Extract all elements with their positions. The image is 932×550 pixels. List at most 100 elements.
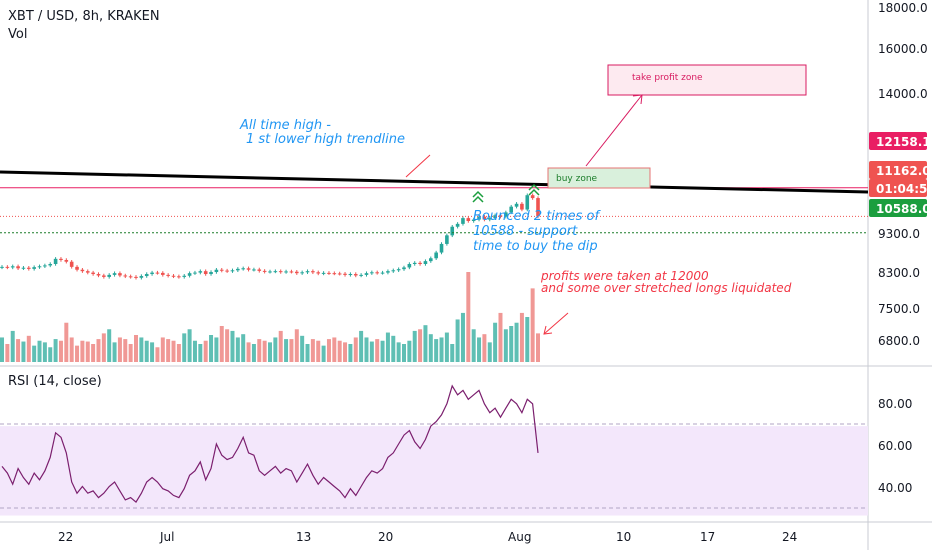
volume-bar <box>369 341 374 362</box>
bounce-annotation-3: time to buy the dip <box>473 239 598 254</box>
candle-body <box>332 273 337 275</box>
price-tick: 14000.0 <box>878 87 928 101</box>
volume-bar <box>192 340 197 362</box>
candle-body <box>10 266 15 268</box>
lower-high-trendline[interactable] <box>0 170 869 194</box>
volume-bar <box>107 329 112 362</box>
candle-body <box>182 275 187 277</box>
candle-body <box>128 276 133 278</box>
candle-body <box>166 274 170 276</box>
candle-body <box>343 273 347 275</box>
volume-bar <box>321 345 326 362</box>
ath-price-badge-label: 12158.1 <box>876 135 931 149</box>
volume-bar <box>144 340 149 362</box>
volume-bar <box>171 340 176 362</box>
candle-body <box>418 262 422 264</box>
time-tick: 17 <box>700 530 715 544</box>
volume-bar <box>246 342 251 362</box>
volume-bar <box>503 329 508 362</box>
profits-arrowhead <box>543 325 553 335</box>
buy-zone-label: buy zone <box>556 174 598 184</box>
candle-body <box>161 272 165 275</box>
candle-body <box>64 259 69 262</box>
candle-body <box>509 206 513 213</box>
volume-bar <box>391 335 396 362</box>
candle-body <box>53 258 58 264</box>
volume-bar <box>471 329 476 362</box>
candle-body <box>209 272 213 275</box>
volume-bar <box>402 344 406 362</box>
rsi-axis[interactable]: 80.00 60.00 40.00 <box>878 397 912 495</box>
candle-body <box>252 269 256 271</box>
profits-arrow <box>543 312 569 335</box>
bounce-annotation-1: Bounced 2 times of <box>473 209 602 224</box>
candle-body <box>423 261 428 264</box>
candle-body <box>504 212 508 217</box>
candle-body <box>85 271 90 273</box>
volume-bar <box>477 337 482 362</box>
candle-body <box>412 262 417 264</box>
candle-body <box>214 269 219 273</box>
volume-bar <box>139 337 144 362</box>
candle-body <box>402 267 406 270</box>
volume-bar <box>69 337 74 362</box>
price-tick: 6800.0 <box>878 334 920 348</box>
volume-bar <box>326 339 331 362</box>
take-profit-zone[interactable] <box>607 64 807 96</box>
candle-body <box>5 266 10 268</box>
candle-body <box>144 274 149 277</box>
ath-annotation-title: All time high - <box>239 118 331 133</box>
rsi-label: RSI (14, close) <box>8 374 102 389</box>
candle-body <box>236 268 240 271</box>
volume-bar <box>214 337 219 362</box>
volume-bar <box>487 342 492 362</box>
countdown-badge <box>869 179 927 197</box>
volume-bar <box>439 337 444 362</box>
candle-body <box>477 216 481 220</box>
volume-bar <box>112 342 117 362</box>
buy-zone[interactable] <box>547 167 651 189</box>
volume-bar <box>343 342 348 362</box>
symbol-title: XBT / USD, 8h, KRAKEN <box>8 9 160 24</box>
last-price-badge <box>869 161 927 179</box>
volume-bar <box>268 342 272 362</box>
volume-bar <box>150 342 155 362</box>
volume-bar <box>219 326 224 362</box>
candle-body <box>364 273 369 275</box>
volume-bar <box>117 337 122 362</box>
candle-body <box>466 218 471 221</box>
volume-bar <box>385 332 390 362</box>
volume-bar <box>359 330 364 362</box>
time-tick: 24 <box>782 530 797 544</box>
time-tick: 20 <box>378 530 393 544</box>
volume-bar <box>182 333 187 362</box>
volume-bar <box>530 288 535 362</box>
candle-body <box>450 226 455 236</box>
candle-body <box>498 215 503 217</box>
candle-body <box>171 275 176 277</box>
take-profit-arrow <box>585 94 643 167</box>
countdown-badge-label: 01:04:58 <box>876 182 932 196</box>
price-axis[interactable]: 18000.0 16000.0 14000.0 9300.0 8300.0 75… <box>878 1 928 348</box>
volume-bar <box>251 344 256 362</box>
volume-bar <box>203 340 208 362</box>
support-price-badge-label: 10588.0 <box>876 202 931 216</box>
volume-bar <box>10 330 15 362</box>
candle-body <box>386 271 390 273</box>
volume-bar <box>514 322 519 362</box>
volume-bar <box>300 335 305 362</box>
candle-body <box>353 274 358 276</box>
volume-bar <box>134 335 138 362</box>
candle-body <box>246 268 251 270</box>
volume-bar <box>348 344 353 362</box>
volume-bar <box>91 344 96 362</box>
volume-bar <box>5 344 10 362</box>
candle-body <box>407 264 412 268</box>
candle-body <box>262 270 267 272</box>
time-axis[interactable]: 22 Jul 13 20 Aug 10 17 24 <box>58 530 797 544</box>
time-tick: 13 <box>296 530 311 544</box>
volume-bar <box>310 339 315 362</box>
candle-body <box>75 266 79 270</box>
candle-body <box>359 274 363 276</box>
